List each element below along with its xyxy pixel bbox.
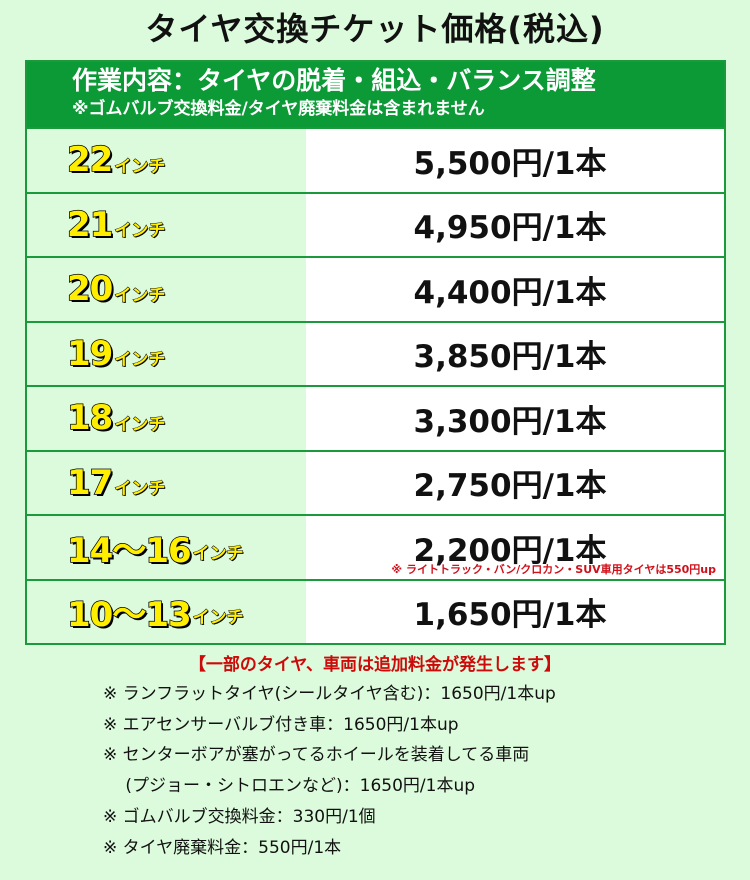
tire-size: 21	[66, 204, 114, 246]
table-row: 21 インチ 4,950円/1本	[27, 191, 724, 257]
price: 1,650円/1本	[413, 597, 607, 634]
price: 2,750円/1本	[413, 468, 607, 505]
inch-unit: インチ	[114, 479, 166, 500]
table-row: 22 インチ 5,500円/1本	[27, 127, 724, 192]
exclusion-note: ※ゴムバルブ交換料金/タイヤ廃棄料金は含まれません	[72, 99, 485, 119]
tire-size-cell: 14〜16 インチ	[27, 516, 306, 579]
work-description: 作業内容：タイヤの脱着・組込・バランス調整	[72, 66, 596, 95]
price-cell: 1,650円/1本	[306, 581, 724, 644]
table-header: 作業内容：タイヤの脱着・組込・バランス調整 ※ゴムバルブ交換料金/タイヤ廃棄料金…	[27, 62, 724, 127]
inch-unit: インチ	[114, 285, 166, 306]
inch-unit: インチ	[114, 221, 166, 242]
price: 3,850円/1本	[413, 339, 607, 376]
tire-size-cell: 18 インチ	[27, 387, 306, 450]
tire-size: 19	[66, 333, 114, 375]
inch-unit: インチ	[192, 543, 244, 564]
price-cell: 2,200円/1本 ※ ライトトラック・バン/クロカン・SUV車用タイヤは550円…	[306, 516, 724, 579]
table-row: 18 インチ 3,300円/1本	[27, 385, 724, 450]
inch-unit: インチ	[114, 414, 166, 435]
tire-size: 22	[66, 140, 114, 182]
price-cell: 4,400円/1本	[306, 258, 724, 321]
tire-size: 10〜13	[66, 595, 192, 637]
note-item: (プジョー・シトロエンなど)：1650円/1本up	[103, 776, 476, 797]
tire-size: 17	[66, 462, 114, 504]
inch-unit: インチ	[114, 156, 166, 177]
table-row: 10〜13 インチ 1,650円/1本	[27, 578, 724, 644]
tire-size-cell: 19 インチ	[27, 322, 306, 385]
price-cell: 5,500円/1本	[306, 129, 724, 192]
table-row: 19 インチ 3,850円/1本	[27, 320, 724, 386]
price-cell: 2,750円/1本	[306, 452, 724, 515]
price-cell: 3,850円/1本	[306, 323, 724, 386]
additional-fee-warning: 【一部のタイヤ、車両は追加料金が発生します】	[188, 655, 562, 675]
price: 4,950円/1本	[413, 210, 607, 247]
price-table: 作業内容：タイヤの脱着・組込・バランス調整 ※ゴムバルブ交換料金/タイヤ廃棄料金…	[25, 60, 726, 645]
inch-unit: インチ	[192, 608, 244, 629]
note-item: ※ ゴムバルブ交換料金：330円/1個	[103, 806, 376, 827]
price: 3,300円/1本	[413, 403, 607, 440]
tire-size-cell: 10〜13 インチ	[27, 580, 306, 643]
price: 2,200円/1本	[413, 532, 607, 569]
tire-size-cell: 22 インチ	[27, 129, 306, 192]
table-row: 17 インチ 2,750円/1本	[27, 449, 724, 515]
table-row: 20 インチ 4,400円/1本	[27, 256, 724, 321]
price: 4,400円/1本	[413, 274, 607, 311]
table-row: 14〜16 インチ 2,200円/1本 ※ ライトトラック・バン/クロカン・SUV車…	[27, 514, 724, 579]
note-item: ※ センターボアが塞がってるホイールを装着してる車両	[103, 745, 530, 766]
notes-list: ※ ランフラットタイヤ(シールタイヤ含む)：1650円/1本up ※ エアセンサー…	[103, 679, 556, 863]
tire-size: 18	[66, 398, 114, 440]
note-item: ※ エアセンサーバルブ付き車：1650円/1本up	[103, 714, 459, 735]
tire-size-cell: 21 インチ	[27, 193, 306, 256]
tire-size-cell: 20 インチ	[27, 258, 306, 321]
note-item: ※ ランフラットタイヤ(シールタイヤ含む)：1650円/1本up	[103, 684, 556, 704]
tire-size: 14〜16	[66, 530, 192, 572]
page-title: タイヤ交換チケット価格(税込)	[145, 10, 605, 48]
price-note: ※ ライトトラック・バン/クロカン・SUV車用タイヤは550円up	[391, 562, 716, 576]
tire-size: 20	[66, 269, 114, 311]
price: 5,500円/1本	[413, 145, 607, 182]
price-cell: 4,950円/1本	[306, 194, 724, 257]
inch-unit: インチ	[114, 350, 166, 371]
tire-size-cell: 17 インチ	[27, 451, 306, 514]
price-cell: 3,300円/1本	[306, 387, 724, 450]
note-item: ※ タイヤ廃棄料金：550円/1本	[103, 837, 342, 858]
